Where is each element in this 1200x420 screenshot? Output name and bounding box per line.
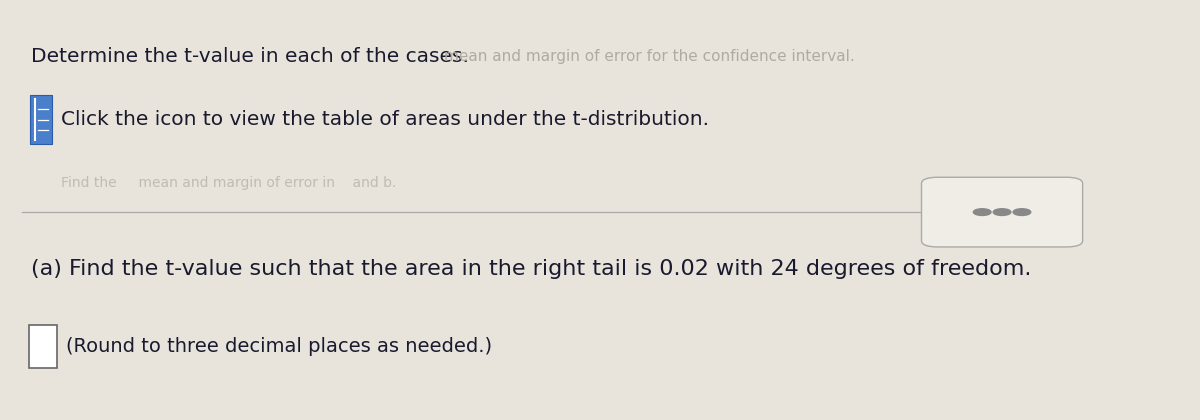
Text: Click the icon to view the table of areas under the t-distribution.: Click the icon to view the table of area… (61, 110, 709, 129)
Circle shape (973, 209, 991, 215)
Text: Find the     mean and margin of error in    and b.: Find the mean and margin of error in and… (61, 176, 396, 190)
FancyBboxPatch shape (29, 325, 58, 368)
Circle shape (1013, 209, 1031, 215)
Text: Determine the t-value in each of the cases.: Determine the t-value in each of the cas… (31, 47, 469, 66)
FancyBboxPatch shape (922, 177, 1082, 247)
Text: (a) Find the t-value such that the area in the right tail is 0.02 with 24 degree: (a) Find the t-value such that the area … (31, 259, 1031, 279)
Circle shape (994, 209, 1010, 215)
Text: mean and margin of error for the confidence interval.: mean and margin of error for the confide… (444, 49, 854, 64)
Text: (Round to three decimal places as needed.): (Round to three decimal places as needed… (66, 337, 492, 356)
FancyBboxPatch shape (30, 95, 52, 144)
